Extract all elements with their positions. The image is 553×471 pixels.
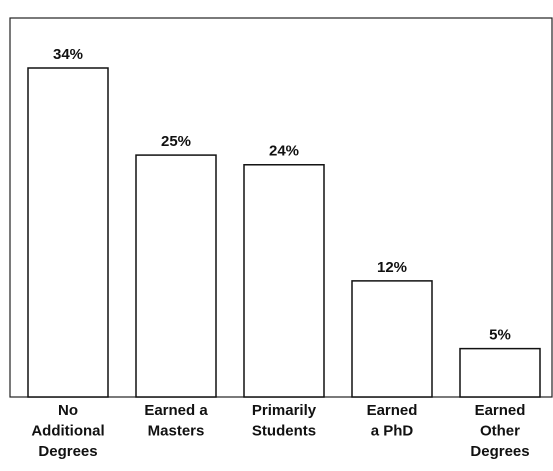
data-label: 5%: [489, 327, 511, 344]
x-tick-label: Primarily: [252, 402, 317, 419]
bar: [135, 154, 217, 398]
bar: [459, 347, 541, 398]
x-tick-label: Additional: [31, 422, 104, 439]
x-tick-label: Earned a: [144, 402, 208, 419]
x-tick-label: Degrees: [470, 443, 529, 460]
bar: [27, 67, 109, 398]
x-tick-label: a PhD: [371, 422, 414, 439]
bar: [243, 164, 325, 398]
data-label: 12%: [377, 259, 407, 276]
x-tick-label: Masters: [148, 422, 205, 439]
data-label: 34%: [53, 46, 83, 63]
bar: [351, 280, 433, 398]
x-tick-label: Earned: [475, 402, 526, 419]
x-tick-label: Degrees: [38, 443, 97, 460]
x-tick-label: Earned: [367, 402, 418, 419]
data-label: 25%: [161, 133, 191, 150]
x-tick-label: No: [58, 402, 78, 419]
x-tick-label: Students: [252, 422, 316, 439]
x-tick-label: Other: [480, 422, 520, 439]
data-label: 24%: [269, 143, 299, 160]
